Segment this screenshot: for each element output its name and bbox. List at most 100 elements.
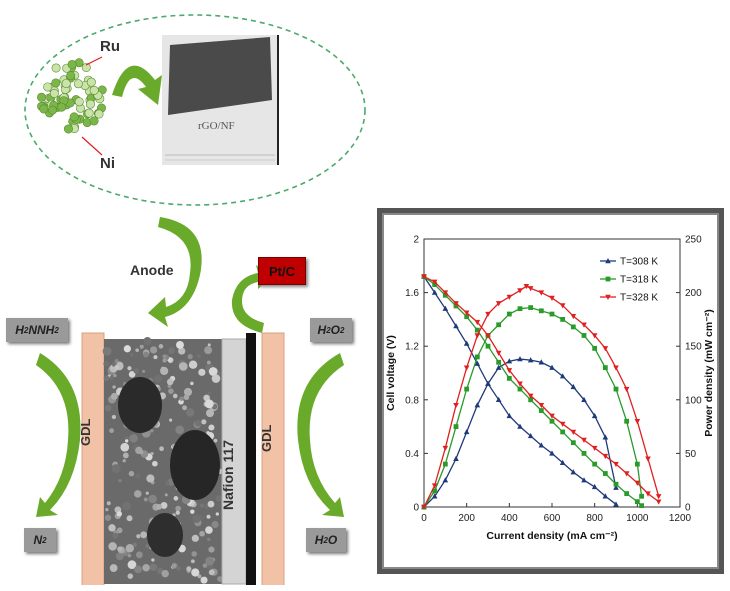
power-point [474, 402, 481, 408]
sem-particle [191, 568, 200, 577]
voltage-point [559, 459, 566, 465]
power-point [559, 373, 566, 379]
sem-particle [148, 494, 157, 504]
power-point [431, 493, 438, 499]
y2-tick-label: 100 [685, 395, 702, 406]
sem-particle [190, 381, 194, 386]
power-point [634, 419, 641, 425]
nanoparticle [66, 71, 76, 81]
nafion-label: Nafion 117 [220, 439, 236, 510]
sem-particle [149, 346, 158, 354]
power-point [496, 322, 502, 328]
voltage-point [549, 450, 555, 456]
voltage-point [592, 461, 598, 467]
voltage-point [538, 442, 545, 448]
power-point [538, 308, 544, 314]
sem-particle [165, 481, 170, 486]
sem-particle [140, 531, 148, 539]
voltage-point [602, 471, 608, 476]
power-point [463, 428, 470, 435]
nanoparticle [39, 104, 49, 114]
anode-arrow-icon [148, 217, 202, 327]
sem-particle [127, 573, 134, 579]
power-point [581, 396, 587, 402]
sem-particle [191, 551, 197, 557]
sem-particle [112, 532, 119, 539]
sem-particle [161, 569, 169, 578]
sem-particle [183, 394, 190, 401]
power-point [442, 461, 448, 467]
power-point [560, 317, 566, 322]
sem-particle [113, 373, 117, 378]
power-line-3 [423, 285, 660, 508]
sem-particle [126, 515, 133, 522]
ni-label: Ni [100, 155, 115, 172]
sem-particle [169, 418, 173, 422]
voltage-point [464, 314, 470, 320]
sem-particle [109, 564, 118, 572]
sem-particle [206, 431, 210, 435]
ru-ni-cluster [37, 58, 107, 134]
power-point [602, 365, 608, 371]
nanoparticle [49, 88, 59, 98]
voltage-point [528, 397, 534, 403]
power-point [506, 311, 512, 317]
rgo-label: rGO/NF [198, 120, 235, 132]
sem-particle [176, 341, 184, 349]
sem-particle [123, 345, 131, 353]
sem-particle [117, 546, 123, 552]
cathode-catalyst-layer [246, 333, 256, 585]
sem-particle [194, 419, 202, 427]
voltage-point [591, 483, 598, 490]
nanoparticle [85, 99, 95, 109]
y-tick-label: 2 [413, 235, 419, 246]
voltage-line-2 [423, 276, 643, 507]
nanoparticle [43, 82, 53, 92]
power-point [602, 346, 609, 352]
sem-particle [106, 501, 111, 506]
voltage-point [634, 480, 641, 486]
voltage-point [570, 429, 577, 435]
sem-particle [129, 434, 138, 443]
sem-particle [129, 352, 134, 357]
sem-particle [208, 424, 215, 431]
nanoparticle [89, 116, 99, 126]
sem-particle [110, 392, 118, 400]
sem-particle [207, 343, 211, 347]
power-point [442, 445, 449, 452]
nafion-membrane [221, 338, 247, 585]
y2-tick-label: 50 [685, 449, 697, 460]
sem-particle [187, 354, 193, 360]
nanoparticle [48, 105, 58, 115]
power-point [549, 311, 555, 317]
y2-tick-label: 0 [685, 503, 691, 514]
legend-marker [605, 276, 611, 282]
sem-particle [142, 369, 146, 373]
sem-particle [134, 565, 142, 574]
power-point [592, 345, 598, 351]
voltage-point [495, 396, 502, 402]
sem-particle [152, 460, 158, 467]
voltage-point [463, 310, 470, 316]
voltage-point [602, 453, 609, 460]
voltage-point [527, 432, 534, 439]
sem-particle [211, 520, 219, 529]
power-point [485, 380, 491, 386]
power-point [624, 418, 630, 424]
sem-particle [128, 470, 135, 477]
voltage-point [485, 343, 491, 349]
voltage-point [463, 340, 470, 346]
sem-particle [185, 408, 195, 417]
voltage-point [581, 477, 587, 483]
voltage-point [538, 408, 544, 413]
ru-pointer [85, 56, 103, 66]
power-point [581, 322, 587, 328]
power-point [474, 333, 481, 339]
legend-marker [605, 258, 611, 264]
sem-particle [122, 459, 126, 463]
power-point [645, 456, 651, 462]
gdl-left [81, 332, 105, 585]
voltage-point [517, 423, 523, 429]
voltage-point [453, 301, 459, 307]
